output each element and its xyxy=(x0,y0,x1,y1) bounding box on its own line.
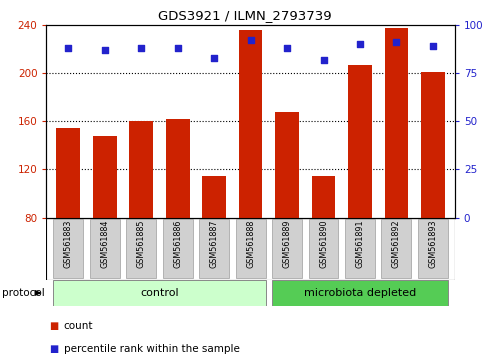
Bar xyxy=(53,219,83,278)
Point xyxy=(392,39,400,45)
Point xyxy=(319,57,327,62)
Bar xyxy=(271,219,302,278)
Text: protocol: protocol xyxy=(2,288,45,298)
Point xyxy=(137,45,145,51)
Text: GSM561887: GSM561887 xyxy=(209,219,218,268)
Text: ■: ■ xyxy=(49,321,58,331)
Point xyxy=(101,47,108,53)
Point xyxy=(210,55,218,61)
Text: GSM561891: GSM561891 xyxy=(355,219,364,268)
Text: GSM561890: GSM561890 xyxy=(318,219,327,268)
Point xyxy=(64,45,72,51)
Point xyxy=(173,45,181,51)
Point xyxy=(355,41,363,47)
Text: control: control xyxy=(140,288,179,298)
Bar xyxy=(384,28,407,218)
Bar xyxy=(275,112,298,218)
Text: percentile rank within the sample: percentile rank within the sample xyxy=(63,344,239,354)
Text: GSM561883: GSM561883 xyxy=(64,219,73,268)
Bar xyxy=(93,136,117,218)
Bar xyxy=(238,30,262,218)
Bar xyxy=(381,219,410,278)
Bar xyxy=(311,176,335,218)
Bar xyxy=(163,219,192,278)
Bar xyxy=(235,219,265,278)
Bar xyxy=(129,121,153,218)
Bar xyxy=(347,64,371,218)
Text: ■: ■ xyxy=(49,344,58,354)
Text: GSM561884: GSM561884 xyxy=(100,219,109,268)
Bar xyxy=(345,219,374,278)
Bar xyxy=(165,119,189,218)
Text: GSM561886: GSM561886 xyxy=(173,219,182,268)
Text: count: count xyxy=(63,321,93,331)
Bar xyxy=(202,176,225,218)
Point xyxy=(283,45,290,51)
Bar xyxy=(271,280,447,306)
Text: GSM561889: GSM561889 xyxy=(282,219,291,268)
Text: GSM561888: GSM561888 xyxy=(245,219,255,268)
Point xyxy=(428,43,436,49)
Text: GSM561893: GSM561893 xyxy=(427,219,436,268)
Bar xyxy=(57,129,80,218)
Text: GSM561885: GSM561885 xyxy=(137,219,145,268)
Bar xyxy=(199,219,229,278)
Bar xyxy=(420,72,444,218)
Text: microbiota depleted: microbiota depleted xyxy=(303,288,415,298)
Text: GDS3921 / ILMN_2793739: GDS3921 / ILMN_2793739 xyxy=(157,9,331,22)
Point xyxy=(246,38,254,43)
Bar xyxy=(90,219,120,278)
Bar xyxy=(53,280,265,306)
Bar xyxy=(417,219,447,278)
Text: GSM561892: GSM561892 xyxy=(391,219,400,268)
Bar xyxy=(308,219,338,278)
Bar xyxy=(126,219,156,278)
